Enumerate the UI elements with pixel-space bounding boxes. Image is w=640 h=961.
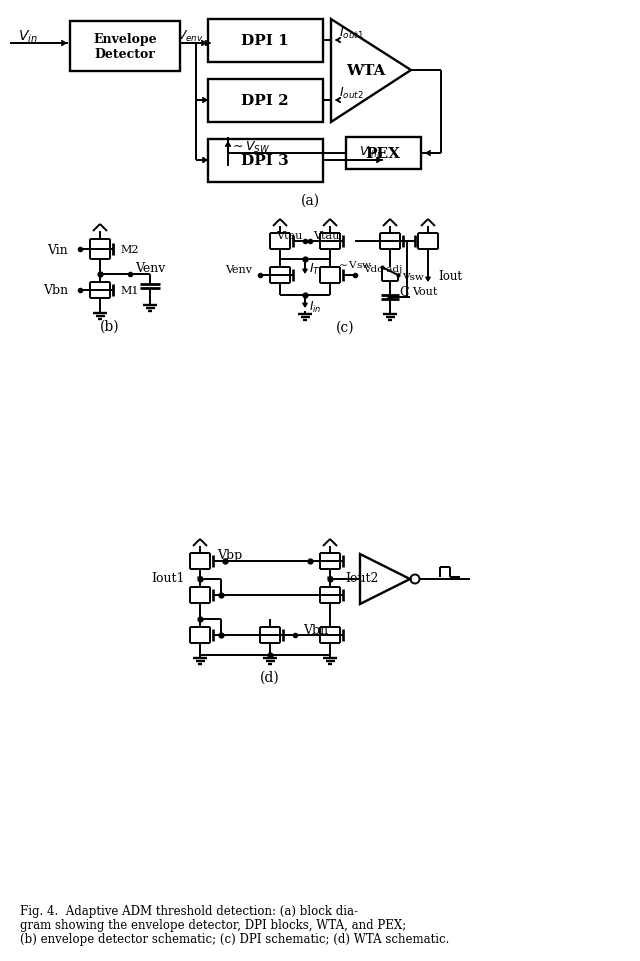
Bar: [208, 80, 323, 123]
Text: $V_{thu}$: $V_{thu}$: [358, 144, 383, 160]
Text: Fig. 4.  Adaptive ADM threshold detection: (a) block dia-: Fig. 4. Adaptive ADM threshold detection…: [20, 904, 358, 918]
Text: Venv: Venv: [135, 262, 165, 275]
Text: PEX: PEX: [365, 147, 401, 160]
Text: Iout2: Iout2: [345, 571, 378, 584]
Text: $V_{env}$: $V_{env}$: [177, 29, 204, 43]
Text: (b): (b): [100, 320, 120, 333]
Text: Vbp: Vbp: [218, 548, 243, 561]
Text: DPI 2: DPI 2: [241, 94, 289, 108]
Text: Vin: Vin: [47, 243, 68, 257]
Text: C: C: [399, 286, 409, 299]
Bar: [70, 22, 180, 72]
Text: $\sim$Vsw: $\sim$Vsw: [336, 259, 372, 270]
Text: M2: M2: [120, 245, 138, 255]
Text: $I_T$: $I_T$: [309, 261, 321, 276]
Text: Envelope: Envelope: [93, 33, 157, 45]
Text: (b) envelope detector schematic; (c) DPI schematic; (d) WTA schematic.: (b) envelope detector schematic; (c) DPI…: [20, 932, 449, 946]
Text: Vtau: Vtau: [313, 231, 339, 241]
Text: DPI 1: DPI 1: [241, 34, 289, 48]
Bar: [346, 137, 421, 170]
Text: Iout: Iout: [438, 270, 462, 283]
Text: $I_{out1}$: $I_{out1}$: [339, 25, 364, 40]
Text: Venv: Venv: [225, 264, 252, 275]
Text: Vbn: Vbn: [43, 284, 68, 297]
Text: $\sim V_{SW}$: $\sim V_{SW}$: [230, 139, 270, 155]
Text: gram showing the envelope detector, DPI blocks, WTA, and PEX;: gram showing the envelope detector, DPI …: [20, 919, 406, 931]
Bar: [208, 20, 323, 62]
Text: $I_{out2}$: $I_{out2}$: [339, 86, 364, 101]
Text: M1: M1: [120, 285, 138, 296]
Text: Vsw: Vsw: [402, 273, 424, 283]
Text: (d): (d): [260, 671, 280, 684]
Bar: [208, 140, 323, 183]
Text: Vtau: Vtau: [276, 231, 302, 241]
Text: WTA: WTA: [346, 64, 386, 78]
Text: $V_{in}$: $V_{in}$: [18, 29, 38, 45]
Text: Vbn: Vbn: [303, 623, 328, 636]
Text: Iout1: Iout1: [152, 571, 185, 584]
Text: DPI 3: DPI 3: [241, 154, 289, 168]
Text: (a): (a): [300, 194, 319, 208]
Text: $I_{in}$: $I_{in}$: [308, 299, 321, 314]
Text: Vdc-adj: Vdc-adj: [363, 265, 403, 274]
Text: Vout: Vout: [412, 286, 437, 297]
Text: Detector: Detector: [95, 47, 156, 61]
Text: (c): (c): [336, 321, 355, 334]
